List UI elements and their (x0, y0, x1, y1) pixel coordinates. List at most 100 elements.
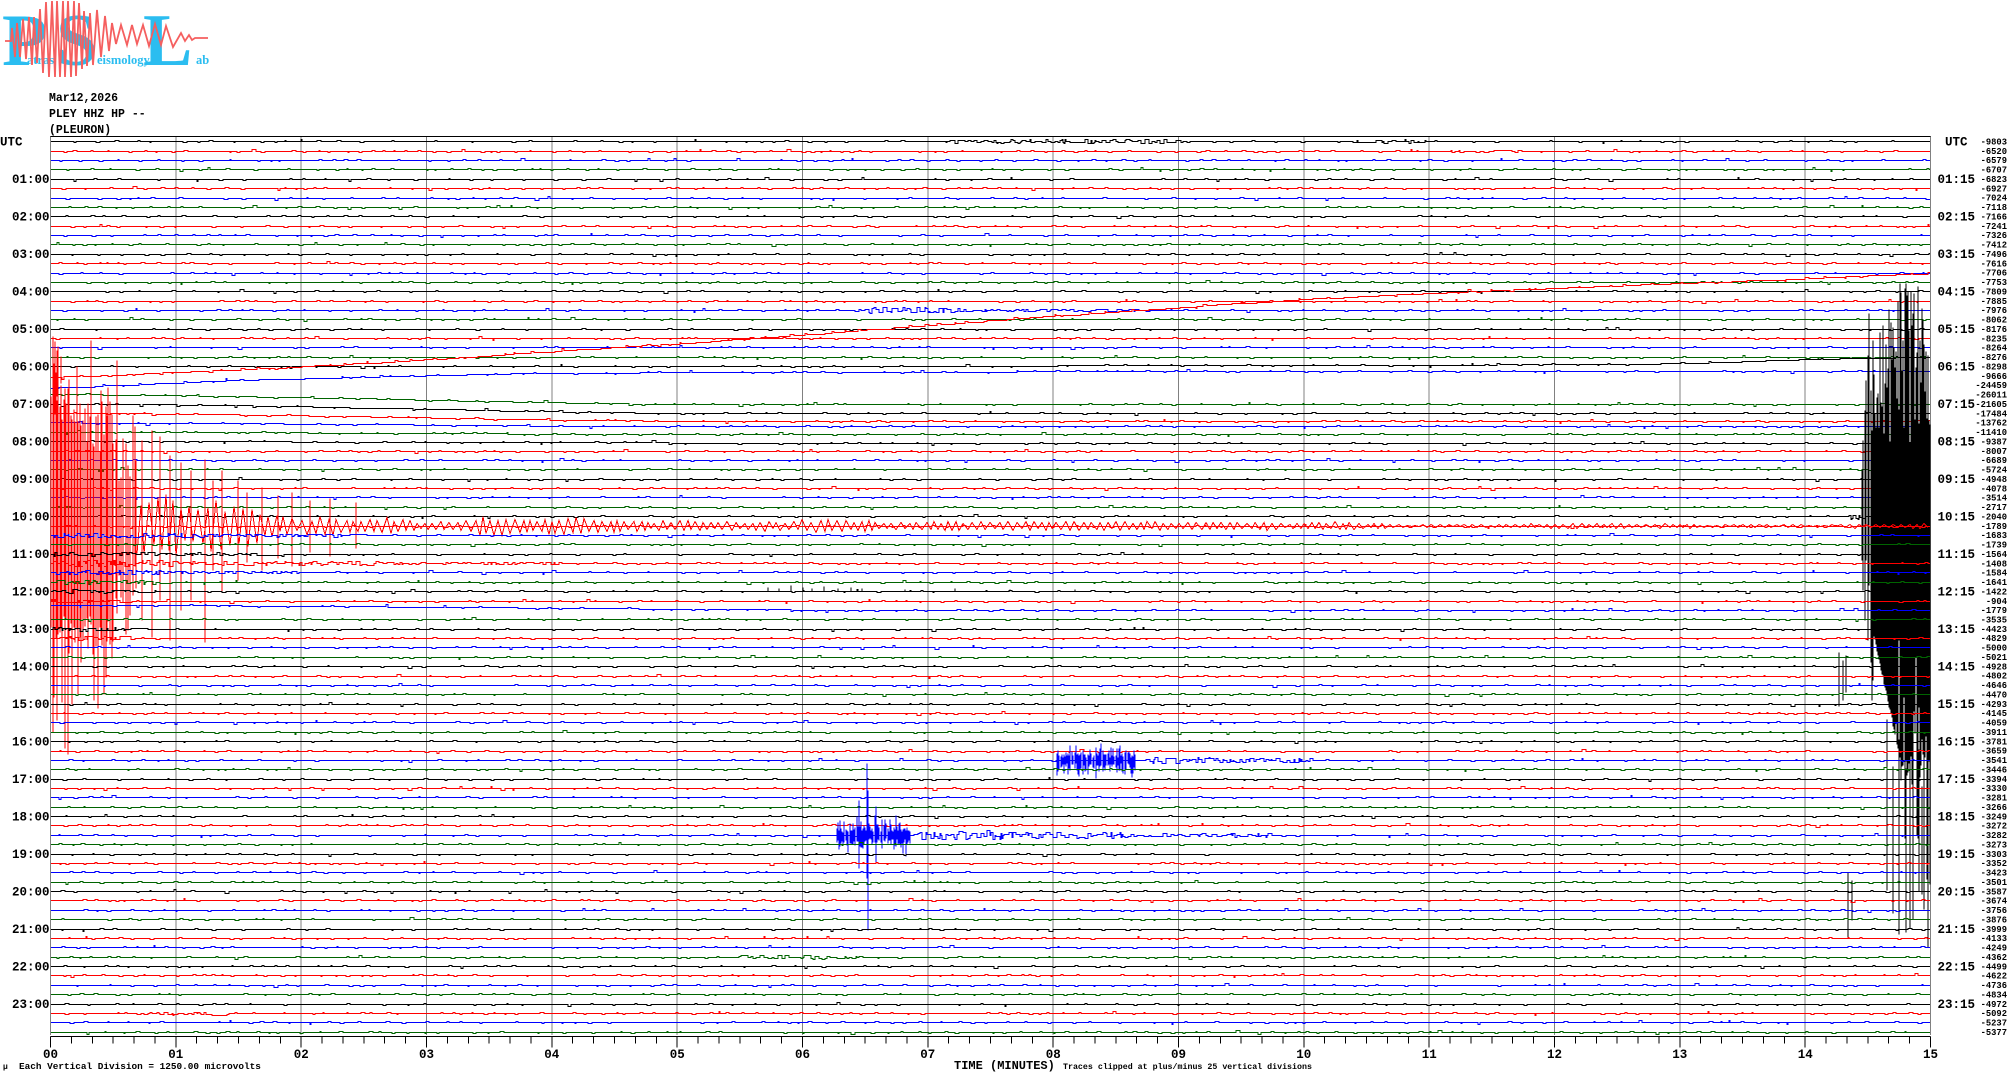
svg-text:19:15: 19:15 (1938, 848, 1976, 862)
svg-text:22:00: 22:00 (12, 960, 50, 974)
svg-text:-3541: -3541 (1981, 756, 2007, 766)
svg-text:-1584: -1584 (1981, 569, 2008, 579)
svg-text:14:00: 14:00 (12, 660, 50, 674)
svg-text:-7118: -7118 (1981, 203, 2007, 213)
svg-text:05:00: 05:00 (12, 323, 50, 337)
svg-text:06:00: 06:00 (12, 360, 50, 374)
svg-text:09: 09 (1171, 1048, 1186, 1062)
svg-text:-21605: -21605 (1975, 400, 2007, 410)
svg-text:14:15: 14:15 (1938, 660, 1976, 674)
svg-text:eismology: eismology (97, 53, 151, 67)
svg-text:-4802: -4802 (1981, 672, 2007, 682)
svg-text:Traces clipped at plus/minus 2: Traces clipped at plus/minus 25 vertical… (1063, 1062, 1312, 1072)
svg-text:-1789: -1789 (1981, 522, 2007, 532)
svg-text:12:15: 12:15 (1938, 585, 1976, 599)
svg-text:-4834: -4834 (1981, 990, 2008, 1000)
svg-text:-5724: -5724 (1981, 466, 2008, 476)
svg-text:01: 01 (168, 1048, 183, 1062)
svg-text:-7706: -7706 (1981, 269, 2007, 279)
svg-text:-1641: -1641 (1981, 578, 2007, 588)
svg-text:-8176: -8176 (1981, 325, 2007, 335)
svg-text:-11410: -11410 (1975, 428, 2007, 438)
svg-text:12:00: 12:00 (12, 585, 50, 599)
svg-text:-4078: -4078 (1981, 484, 2007, 494)
svg-text:-5237: -5237 (1981, 1019, 2007, 1029)
svg-text:-3281: -3281 (1981, 794, 2007, 804)
svg-text:-4145: -4145 (1981, 709, 2007, 719)
svg-text:09:00: 09:00 (12, 473, 50, 487)
svg-text:08:00: 08:00 (12, 435, 50, 449)
svg-text:03:15: 03:15 (1938, 248, 1976, 262)
svg-text:-4646: -4646 (1981, 681, 2007, 691)
svg-text:-3781: -3781 (1981, 737, 2007, 747)
svg-text:10:15: 10:15 (1938, 510, 1976, 524)
svg-text:-3394: -3394 (1981, 775, 2008, 785)
svg-text:07: 07 (920, 1048, 935, 1062)
svg-text:15: 15 (1923, 1048, 1938, 1062)
svg-text:-4622: -4622 (1981, 972, 2007, 982)
svg-text:-4972: -4972 (1981, 1000, 2007, 1010)
svg-text:-7753: -7753 (1981, 278, 2007, 288)
svg-text:-3446: -3446 (1981, 766, 2007, 776)
svg-text:Each Vertical Division = 1250.: Each Vertical Division = 1250.00 microvo… (19, 1061, 261, 1072)
svg-text:23:15: 23:15 (1938, 998, 1976, 1012)
svg-text:-4293: -4293 (1981, 700, 2007, 710)
svg-text:-2040: -2040 (1981, 512, 2007, 522)
svg-text:-5092: -5092 (1981, 1009, 2007, 1019)
svg-text:01:15: 01:15 (1938, 173, 1976, 187)
svg-text:-1422: -1422 (1981, 587, 2007, 597)
svg-text:06: 06 (795, 1048, 810, 1062)
svg-text:10: 10 (1296, 1048, 1311, 1062)
svg-text:-6520: -6520 (1981, 147, 2007, 157)
svg-text:-8007: -8007 (1981, 447, 2007, 457)
svg-text:-7024: -7024 (1981, 194, 2008, 204)
svg-text:-6927: -6927 (1981, 184, 2007, 194)
svg-text:-4059: -4059 (1981, 719, 2007, 729)
svg-text:-2717: -2717 (1981, 503, 2007, 513)
svg-text:-6707: -6707 (1981, 166, 2007, 176)
svg-text:-3514: -3514 (1981, 494, 2008, 504)
svg-text:23:00: 23:00 (12, 998, 50, 1012)
svg-text:-6823: -6823 (1981, 175, 2007, 185)
svg-text:-9803: -9803 (1981, 138, 2007, 148)
svg-text:21:00: 21:00 (12, 923, 50, 937)
svg-text:18:00: 18:00 (12, 810, 50, 824)
svg-text:04: 04 (544, 1048, 560, 1062)
svg-text:07:15: 07:15 (1938, 398, 1976, 412)
svg-text:02:00: 02:00 (12, 211, 50, 225)
svg-text:-1779: -1779 (1981, 606, 2007, 616)
svg-text:(PLEURON): (PLEURON) (49, 124, 111, 137)
svg-text:-13762: -13762 (1975, 419, 2007, 429)
svg-text:04:15: 04:15 (1938, 286, 1976, 300)
svg-text:µ: µ (3, 1063, 8, 1072)
svg-text:-6579: -6579 (1981, 156, 2007, 166)
svg-text:-4499: -4499 (1981, 962, 2007, 972)
svg-text:-8276: -8276 (1981, 353, 2007, 363)
svg-text:-17484: -17484 (1975, 409, 2007, 419)
svg-text:-3535: -3535 (1981, 616, 2007, 626)
svg-text:-7166: -7166 (1981, 213, 2007, 223)
svg-text:-3911: -3911 (1981, 728, 2007, 738)
svg-text:01:00: 01:00 (12, 173, 50, 187)
svg-text:15:00: 15:00 (12, 698, 50, 712)
svg-text:19:00: 19:00 (12, 848, 50, 862)
svg-text:17:15: 17:15 (1938, 773, 1976, 787)
svg-text:-7412: -7412 (1981, 241, 2007, 251)
svg-text:-24459: -24459 (1975, 381, 2007, 391)
svg-text:-3501: -3501 (1981, 878, 2007, 888)
svg-text:-3352: -3352 (1981, 859, 2007, 869)
svg-text:-4362: -4362 (1981, 953, 2007, 963)
svg-text:13:00: 13:00 (12, 623, 50, 637)
svg-text:-5000: -5000 (1981, 644, 2007, 654)
svg-text:-3266: -3266 (1981, 803, 2007, 813)
svg-text:-3249: -3249 (1981, 812, 2007, 822)
svg-text:-9387: -9387 (1981, 437, 2007, 447)
svg-text:10:00: 10:00 (12, 510, 50, 524)
svg-text:21:15: 21:15 (1938, 923, 1976, 937)
svg-text:-3330: -3330 (1981, 784, 2007, 794)
svg-text:11: 11 (1422, 1048, 1437, 1062)
svg-text:-3674: -3674 (1981, 897, 2008, 907)
svg-text:12: 12 (1547, 1048, 1562, 1062)
svg-text:-1739: -1739 (1981, 541, 2007, 551)
svg-text:-5021: -5021 (1981, 653, 2007, 663)
